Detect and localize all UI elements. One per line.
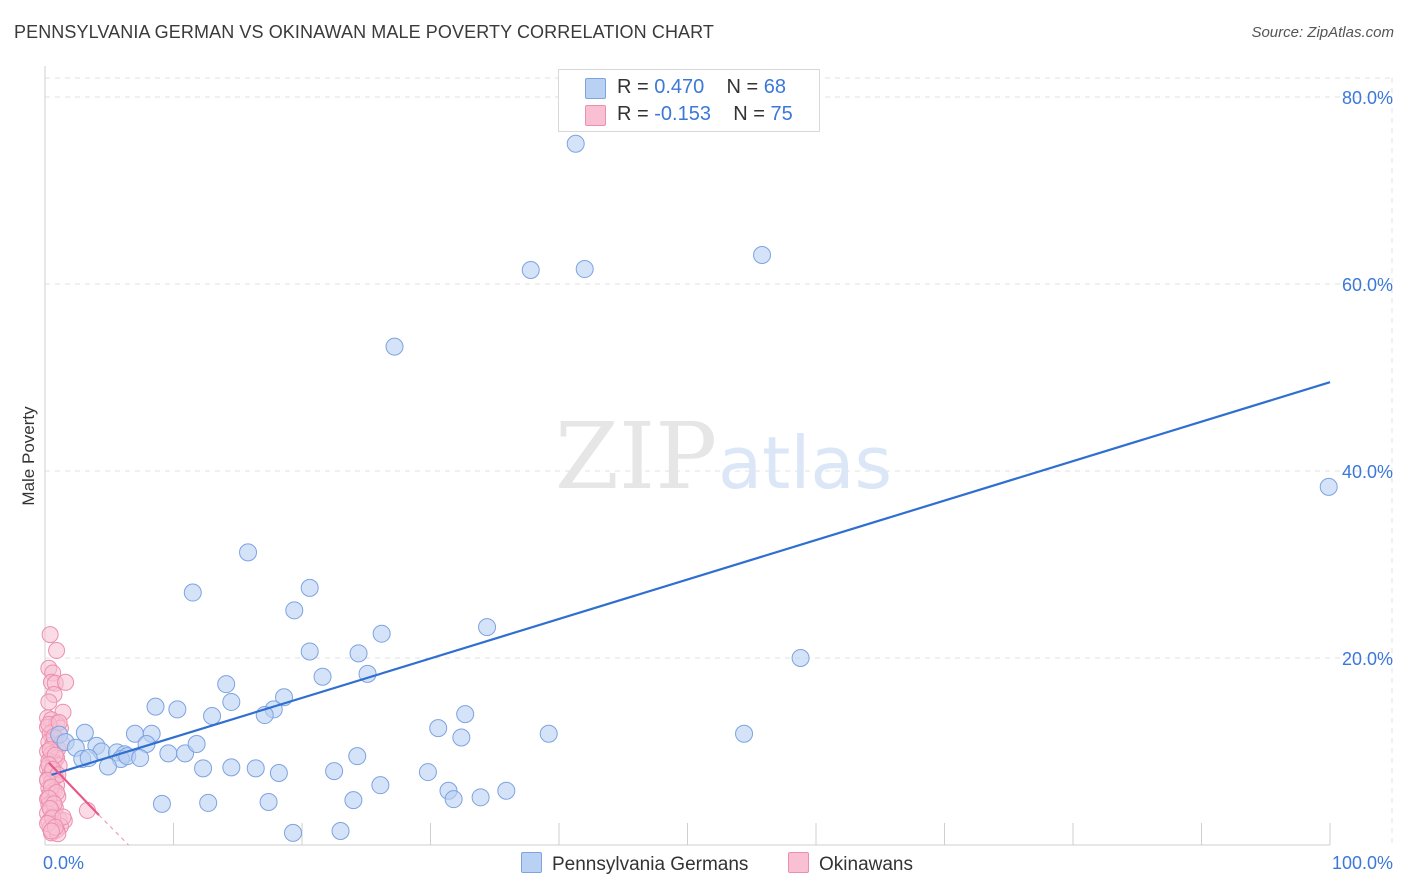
pennsylvania-germans-point-67 [75, 723, 94, 742]
legend-swatch-blue [585, 78, 606, 99]
y-tick-label-2: 60.0% [1342, 275, 1393, 295]
pennsylvania-germans-point-13 [349, 644, 368, 663]
legend-text-1: R = 0.470 N = 68 [617, 76, 786, 99]
pennsylvania-germans-point-11 [372, 624, 391, 643]
pennsylvania-germans-point-65 [284, 823, 303, 842]
pennsylvania-germans-point-6 [239, 543, 258, 562]
pennsylvania-germans-point-51 [222, 758, 241, 777]
pennsylvania-germans-point-54 [325, 762, 344, 781]
bottom-legend-swatch-pink [788, 852, 809, 873]
pennsylvania-germans-point-43 [348, 747, 367, 766]
legend-r-label-1: R = [617, 76, 655, 98]
bottom-legend-pennsylvania-germans: Pennsylvania Germans [521, 852, 748, 876]
pennsylvania-germans-trend-line [51, 381, 1331, 776]
pennsylvania-germans-point-29 [735, 724, 754, 743]
y-tick-label-1: 40.0% [1342, 462, 1393, 482]
pennsylvania-germans-point-49 [98, 757, 117, 776]
pennsylvania-germans-points [50, 134, 1338, 842]
pennsylvania-germans-point-40 [159, 744, 178, 763]
legend-r-label-2: R = [617, 103, 655, 125]
pennsylvania-germans-point-52 [246, 759, 265, 778]
pennsylvania-germans-point-27 [452, 728, 471, 747]
trend-lines [48, 381, 1331, 846]
okinawans-point-6 [57, 673, 75, 691]
pennsylvania-germans-point-23 [203, 706, 222, 725]
legend-n-label-1: N = [726, 76, 764, 98]
pennsylvania-germans-point-19 [222, 692, 241, 711]
watermark-atlas: atlas [718, 421, 892, 505]
pennsylvania-germans-point-55 [418, 763, 437, 782]
okinawans-trend-line [48, 761, 100, 816]
tick-labels: 20.0% 40.0% 60.0% 80.0% 0.0% 100.0% [43, 88, 1393, 873]
pennsylvania-germans-point-58 [471, 788, 490, 807]
y-axis-label: Male Poverty [19, 406, 38, 506]
legend-n-value-1: 68 [763, 76, 787, 98]
pennsylvania-germans-point-63 [344, 791, 363, 810]
pennsylvania-germans-point-8 [300, 578, 319, 597]
pennsylvania-germans-point-28 [539, 724, 558, 743]
pennsylvania-germans-point-62 [259, 792, 278, 811]
okinawans-point-73 [42, 822, 60, 840]
pennsylvania-germans-point-4 [385, 337, 404, 356]
pennsylvania-germans-point-21 [168, 700, 187, 719]
bottom-legend-label-2: Okinawans [819, 854, 913, 875]
pennsylvania-germans-point-9 [285, 601, 304, 620]
pennsylvania-germans-point-50 [194, 759, 213, 778]
pennsylvania-germans-point-53 [269, 764, 288, 783]
okinawans-point-8 [40, 693, 58, 711]
legend-n-value-2: 75 [770, 103, 793, 125]
y-tick-label-3: 80.0% [1342, 88, 1393, 108]
okinawans-point-0 [41, 626, 59, 644]
pennsylvania-germans-point-3 [753, 246, 772, 265]
x-tick-label-1: 100.0% [1332, 853, 1393, 873]
pennsylvania-germans-point-7 [183, 583, 202, 602]
legend-swatch-pink [585, 105, 606, 126]
pennsylvania-germans-point-61 [199, 793, 218, 812]
pennsylvania-germans-point-2 [575, 260, 594, 279]
legend-r-value-1: 0.470 [654, 76, 705, 98]
bottom-legend-swatch-blue [521, 852, 542, 873]
pennsylvania-germans-point-56 [371, 776, 390, 795]
pennsylvania-germans-point-20 [146, 697, 165, 716]
legend-n-label-2: N = [733, 103, 771, 125]
bottom-legend-okinawans: Okinawans [788, 852, 913, 876]
okinawans-point-1 [48, 642, 66, 660]
source-label: Source: ZipAtlas.com [1251, 24, 1394, 41]
pennsylvania-germans-point-48 [131, 749, 150, 768]
x-tick-label-0: 0.0% [43, 853, 84, 873]
pennsylvania-germans-point-0 [566, 134, 585, 153]
okinawans-points [39, 626, 96, 843]
pennsylvania-germans-point-25 [456, 705, 475, 724]
watermark-zip: ZIP [555, 403, 717, 510]
pennsylvania-germans-point-17 [217, 675, 236, 694]
pennsylvania-germans-point-12 [300, 642, 319, 661]
pennsylvania-germans-point-60 [152, 794, 171, 813]
grid-lines [45, 77, 1393, 845]
correlation-legend: R = 0.470 N = 68 R = -0.153 N = 75 [558, 69, 820, 132]
pennsylvania-germans-point-15 [313, 667, 332, 686]
chart-title: PENNSYLVANIA GERMAN VS OKINAWAN MALE POV… [14, 22, 715, 42]
y-tick-label-0: 20.0% [1342, 649, 1393, 669]
pennsylvania-germans-point-10 [478, 618, 497, 637]
pennsylvania-germans-point-26 [429, 719, 448, 738]
pennsylvania-germans-point-64 [444, 790, 463, 809]
pennsylvania-germans-point-1 [521, 260, 540, 279]
pennsylvania-germans-point-14 [791, 649, 810, 667]
pennsylvania-germans-point-66 [331, 821, 350, 840]
okinawans-trend-extension [98, 814, 129, 846]
pennsylvania-germans-point-42 [187, 735, 206, 754]
pennsylvania-germans-point-59 [497, 781, 516, 800]
legend-r-value-2: -0.153 [654, 103, 711, 125]
bottom-legend-label-1: Pennsylvania Germans [552, 854, 749, 875]
pennsylvania-germans-point-5 [1319, 477, 1338, 496]
legend-text-2: R = -0.153 N = 75 [617, 103, 793, 126]
